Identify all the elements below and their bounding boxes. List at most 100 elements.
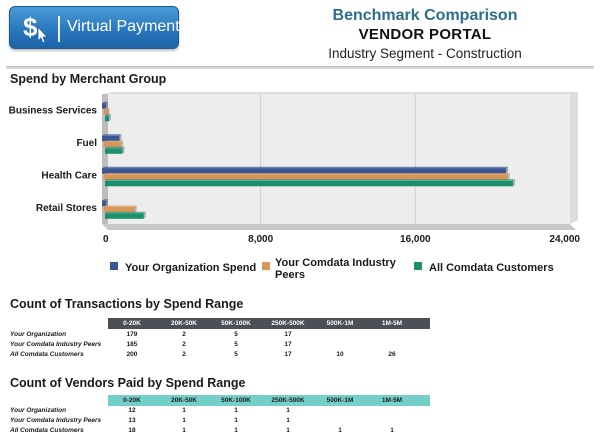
transactions-cell: 5	[234, 341, 238, 348]
bar-top	[102, 199, 108, 201]
bar-top	[103, 173, 510, 175]
category-label: Retail Stores	[36, 203, 98, 214]
transactions-col-header: 500K-1M	[326, 320, 354, 327]
vendors-section-title: Count of Vendors Paid by Spend Range	[10, 376, 246, 390]
bar-end	[106, 199, 108, 207]
plot-left-wall	[102, 94, 108, 224]
transactions-col-header: 20K-50K	[170, 320, 197, 327]
transactions-col-header: 250K-500K	[271, 320, 305, 327]
bar-end	[121, 140, 124, 148]
vendors-col-header: 1M-5M	[381, 397, 403, 404]
logo-separator	[58, 16, 60, 42]
bar	[103, 142, 122, 148]
x-tick-label: 16,000	[400, 234, 431, 245]
logo-text: Virtual Payments	[67, 18, 188, 35]
vendors-col-header: 20K-50K	[170, 397, 197, 404]
page-title: Benchmark Comparison	[332, 7, 518, 24]
bar-end	[106, 101, 108, 109]
vendors-row: All Comdata Customers 18 1 1 1 1 1	[10, 427, 450, 436]
transactions-cell: 17	[284, 351, 292, 358]
vendors-cell: 1	[286, 427, 290, 434]
vendors-cell: 1	[286, 417, 290, 424]
category-label: Business Services	[9, 105, 98, 116]
vendors-cell: 1	[338, 427, 342, 434]
transactions-cell: 2	[182, 341, 186, 348]
legend-label-peers: Your Comdata Industry Peers	[275, 257, 396, 281]
transactions-cell: 5	[234, 351, 238, 358]
vendors-cell: 1	[390, 427, 394, 434]
bar-top	[103, 140, 124, 142]
transactions-cell: 185	[126, 341, 138, 348]
x-tick-label: 24,000	[549, 234, 580, 245]
vendors-cell: 1	[234, 417, 238, 424]
svg-text:$: $	[23, 12, 38, 42]
transactions-cell: 2	[182, 331, 186, 338]
vendors-row-label: All Comdata Customers	[10, 427, 84, 434]
bar	[102, 200, 106, 207]
transactions-cell: 26	[388, 351, 396, 358]
vendors-col-header: 500K-1M	[326, 397, 354, 404]
bar-end	[122, 146, 125, 154]
bar-top	[103, 108, 110, 110]
vendors-cell: 13	[128, 417, 136, 424]
header-divider	[6, 66, 594, 69]
bar-top	[102, 101, 108, 104]
vendors-cell: 1	[182, 417, 186, 424]
transactions-cell: 17	[284, 341, 292, 348]
transactions-cell: 17	[284, 331, 292, 338]
vendors-col-header: 50K-100K	[221, 397, 251, 404]
transactions-row: Your Comdata Industry Peers 185 2 5 17	[10, 341, 450, 350]
vendors-row: Your Organization 12 1 1 1	[10, 407, 450, 416]
bar	[102, 135, 120, 142]
legend-swatch-your-org	[110, 262, 118, 270]
transactions-row-label: All Comdata Customers	[10, 351, 84, 358]
legend-label-all: All Comdata Customers	[429, 262, 554, 274]
transactions-cell: 2	[182, 351, 186, 358]
bar	[102, 168, 507, 174]
transactions-row-label: Your Organization	[10, 331, 67, 338]
virtual-payments-logo: $ Virtual Payments	[9, 6, 188, 49]
transactions-section-title: Count of Transactions by Spend Range	[10, 297, 244, 311]
transactions-row: Your Organization 179 2 5 17	[10, 331, 450, 340]
bar-end	[107, 108, 110, 115]
transactions-cell: 200	[126, 351, 138, 358]
bar-end	[143, 211, 146, 219]
legend-your-org: Your Organization Spend	[110, 262, 256, 274]
bar	[103, 207, 135, 213]
vendors-table-header: 0-20K 20K-50K 50K-100K 250K-500K 500K-1M…	[108, 395, 430, 406]
transactions-col-header: 0-20K	[123, 320, 141, 327]
bar	[105, 213, 144, 219]
bar-top	[103, 205, 137, 207]
vendors-cell: 1	[182, 407, 186, 414]
transactions-table-header: 0-20K 20K-50K 50K-100K 250K-500K 500K-1M…	[108, 318, 430, 329]
vendors-cell: 18	[128, 427, 136, 434]
transactions-row: All Comdata Customers 200 2 5 17 10 26	[10, 351, 450, 360]
page-subtitle: VENDOR PORTAL	[358, 26, 492, 43]
vendors-col-header: 250K-500K	[271, 397, 305, 404]
vendors-row: Your Comdata Industry Peers 13 1 1 1	[10, 417, 450, 426]
legend-swatch-peers	[262, 262, 270, 270]
bar-top	[105, 179, 516, 181]
spend-by-merchant-chart: Business Services Fuel Health Care Retail S…	[9, 92, 580, 245]
transactions-col-header: 50K-100K	[221, 320, 251, 327]
plot-area	[106, 94, 570, 224]
bar-top	[102, 134, 122, 136]
bar	[105, 148, 123, 154]
x-tick-label: 0	[103, 234, 109, 245]
legend-peers: Your Comdata Industry Peers	[262, 257, 412, 281]
plot-floor	[102, 224, 576, 230]
vendors-col-header: 0-20K	[123, 397, 141, 404]
transactions-cell: 10	[336, 351, 344, 358]
bar	[103, 109, 108, 115]
x-tick-label: 8,000	[248, 234, 273, 245]
legend-label-your-org: Your Organization Spend	[125, 262, 257, 274]
dollar-cursor-icon: $	[23, 12, 48, 44]
transactions-cell: 179	[126, 331, 138, 338]
vendors-cell: 1	[234, 407, 238, 414]
vendors-cell: 1	[182, 427, 186, 434]
vendors-row-label: Your Organization	[10, 407, 67, 414]
transactions-row-label: Your Comdata Industry Peers	[10, 341, 102, 348]
bar	[102, 103, 106, 109]
transactions-cell: 5	[234, 331, 238, 338]
bar	[105, 180, 514, 187]
